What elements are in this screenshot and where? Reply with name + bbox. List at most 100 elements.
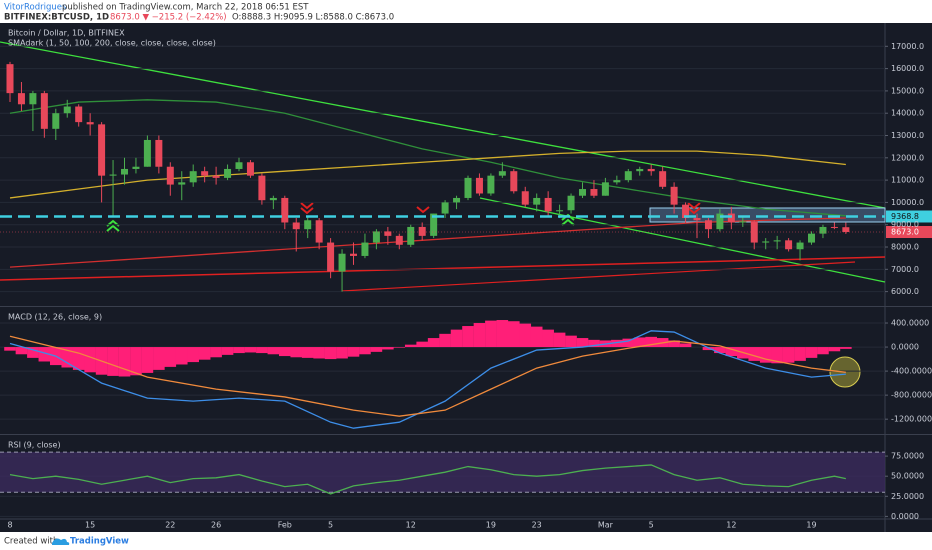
y-tick-label: 13000.0 xyxy=(891,131,924,140)
y-tick-label: 10000.0 xyxy=(891,198,924,207)
indicator-line xyxy=(9,335,846,417)
candle-body xyxy=(338,253,346,272)
trend-line xyxy=(0,256,886,281)
histogram-bar xyxy=(210,347,222,358)
y-tick-label: 50.0000 xyxy=(891,472,924,481)
histogram-bar xyxy=(198,347,211,360)
candle-body xyxy=(716,213,724,230)
candle-body xyxy=(132,166,140,169)
candle-body xyxy=(269,197,277,201)
y-tick-label: 25.0000 xyxy=(891,492,924,501)
last-price-label: 8673.0 xyxy=(891,228,919,237)
candle-body xyxy=(808,233,815,243)
footer-brand[interactable]: TradingView xyxy=(70,537,129,547)
down-arrow xyxy=(687,202,701,215)
histogram-bar xyxy=(84,347,96,373)
indicator-line xyxy=(9,150,846,199)
histogram-bar xyxy=(164,347,177,367)
candle-body xyxy=(361,242,369,256)
author[interactable]: VitorRodrigues xyxy=(4,3,67,13)
candle-body xyxy=(601,182,609,196)
panel-title: MACD (12, 26, close, 9) xyxy=(8,313,102,322)
trend-line xyxy=(341,261,856,292)
candle-body xyxy=(40,93,48,129)
candle-body xyxy=(544,197,552,212)
candle-body xyxy=(246,162,254,176)
histogram-bar xyxy=(38,347,51,362)
candle-body xyxy=(6,64,14,94)
candle-body xyxy=(372,231,380,243)
histogram-bar xyxy=(347,347,360,357)
panel-subtitle: SMAdark (1, 50, 100, 200, close, close, … xyxy=(8,39,216,48)
histogram-bar xyxy=(359,347,371,355)
histogram-bar xyxy=(633,337,646,348)
histogram-bar xyxy=(714,347,726,354)
candle-body xyxy=(281,197,289,223)
indicator-line xyxy=(9,464,846,495)
histogram-bar xyxy=(244,347,257,353)
candle-body xyxy=(830,226,838,228)
candle-body xyxy=(258,175,266,201)
y-tick-label: 6000.0 xyxy=(891,287,919,296)
candle-body xyxy=(533,197,541,205)
histogram-bar xyxy=(588,339,600,348)
candle-body xyxy=(453,197,461,203)
histogram-bar xyxy=(725,347,738,357)
histogram-bar xyxy=(794,347,806,361)
candle-body xyxy=(487,175,495,194)
histogram-bar xyxy=(427,338,440,348)
histogram-bar xyxy=(622,338,635,348)
candle-body xyxy=(498,171,506,176)
candle-body xyxy=(86,122,94,125)
candle-body xyxy=(670,186,678,205)
candle-body xyxy=(178,182,186,185)
x-tick-label: 19 xyxy=(806,521,816,530)
histogram-bar xyxy=(485,320,497,348)
y-tick-label: 14000.0 xyxy=(891,109,924,118)
histogram-bar xyxy=(15,347,28,355)
panel-title: Bitcoin / Dollar, 1D, BITFINEX xyxy=(8,29,125,38)
x-tick-label: 19 xyxy=(486,521,496,530)
histogram-bar xyxy=(393,347,406,348)
candle-body xyxy=(407,226,415,245)
x-tick-label: 15 xyxy=(85,521,95,530)
candle-body xyxy=(143,139,151,167)
histogram-bar xyxy=(840,347,852,349)
y-tick-label: 75.0000 xyxy=(891,452,924,461)
candle-body xyxy=(304,220,312,230)
histogram-bar xyxy=(187,347,199,363)
candle-body xyxy=(682,204,690,219)
candle-body xyxy=(189,171,197,183)
candle-body xyxy=(315,220,323,243)
candle-body xyxy=(636,168,644,172)
candle-body xyxy=(819,226,827,234)
histogram-bar xyxy=(439,333,451,348)
candle-body xyxy=(704,220,712,230)
y-tick-label: 7000.0 xyxy=(891,265,919,274)
candle-body xyxy=(418,226,426,236)
candle-body xyxy=(166,166,174,185)
last-price-box xyxy=(886,226,932,239)
histogram-bar xyxy=(542,329,554,348)
y-tick-label: 12000.0 xyxy=(891,153,924,162)
histogram-bar xyxy=(782,347,795,363)
histogram-bar xyxy=(508,321,520,348)
histogram-bar xyxy=(702,347,715,351)
histogram-bar xyxy=(530,326,543,348)
histogram-bar xyxy=(61,347,74,368)
chart-background xyxy=(0,23,932,532)
candle-body xyxy=(52,113,60,129)
candle-body xyxy=(395,235,403,245)
histogram-bar xyxy=(817,347,829,355)
candle-body xyxy=(613,180,621,183)
candle-body xyxy=(556,210,564,212)
x-tick-label: 12 xyxy=(406,521,416,530)
histogram-bar xyxy=(370,347,383,352)
y-tick-label: 8000.0 xyxy=(891,243,919,252)
histogram-bar xyxy=(336,347,348,359)
x-tick-label: 12 xyxy=(726,521,736,530)
histogram-bar xyxy=(828,347,841,352)
histogram-bar xyxy=(27,347,39,358)
candle-body xyxy=(430,213,438,236)
